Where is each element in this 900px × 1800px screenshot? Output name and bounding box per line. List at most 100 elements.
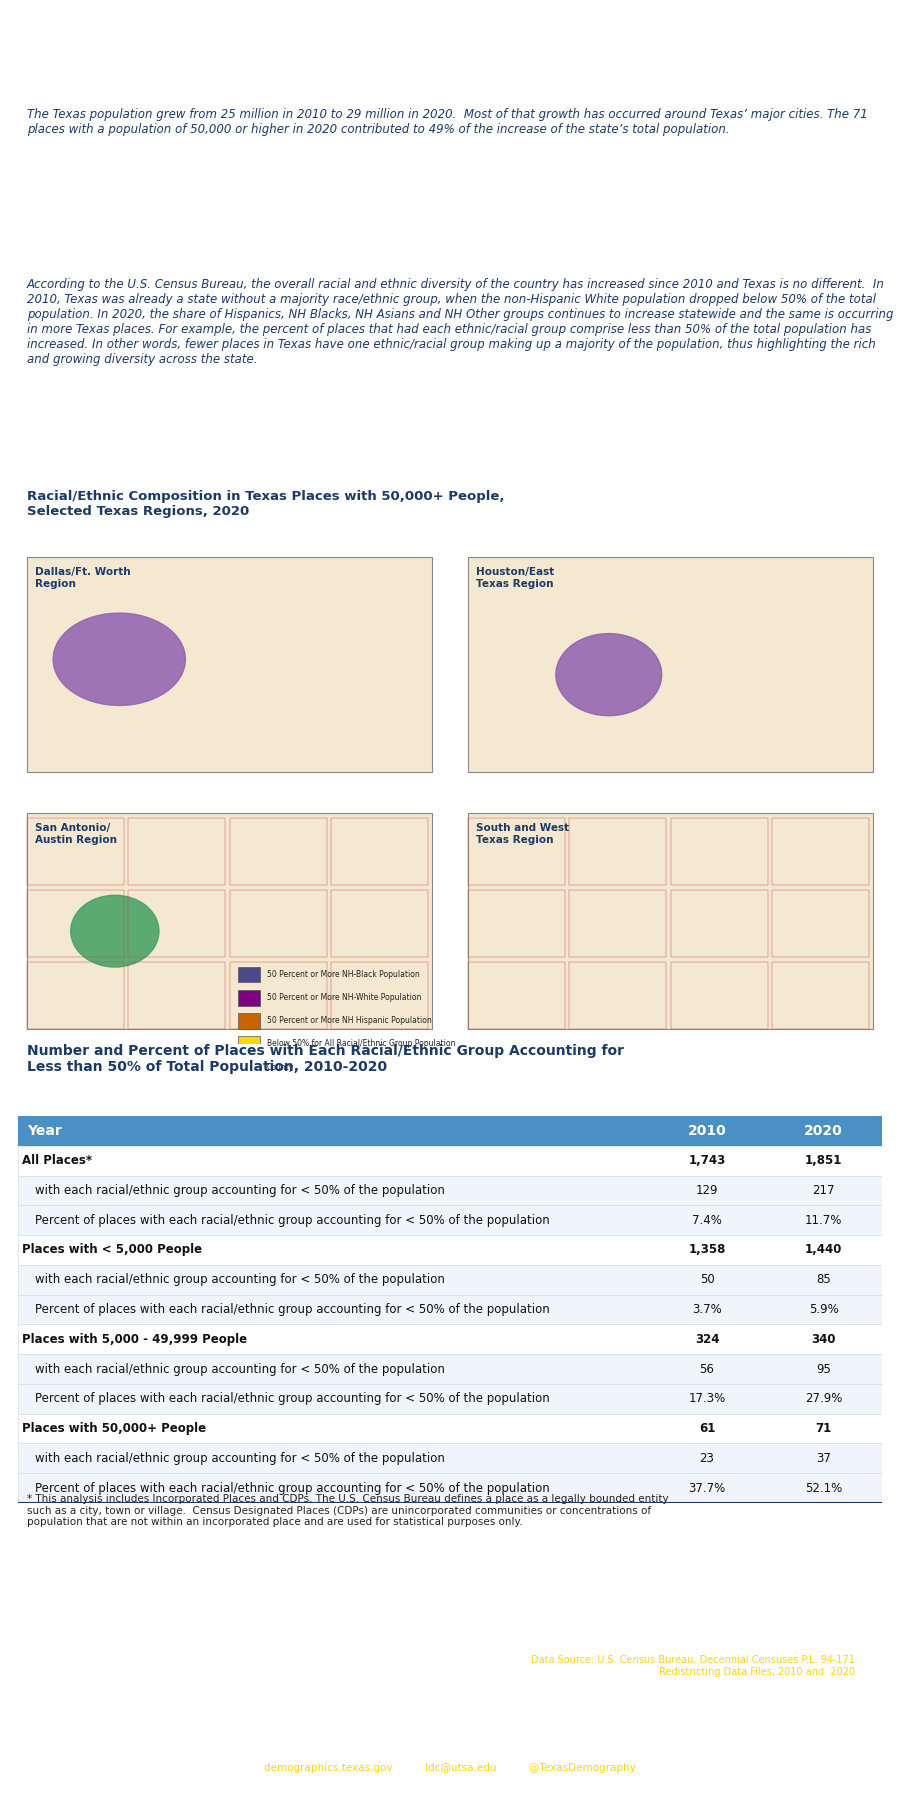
Text: Percent of places with each racial/ethnic group accounting for < 50% of the popu: Percent of places with each racial/ethni… bbox=[35, 1213, 550, 1226]
Bar bbox=[670, 819, 768, 886]
Text: demographics.texas.gov          ldc@utsa.edu          @TexasDemography: demographics.texas.gov ldc@utsa.edu @Tex… bbox=[264, 1764, 636, 1773]
Text: 71: 71 bbox=[815, 1422, 832, 1435]
Bar bbox=[569, 819, 666, 886]
Text: 5.9%: 5.9% bbox=[809, 1303, 839, 1316]
Bar bbox=[18, 1294, 882, 1325]
Ellipse shape bbox=[71, 895, 159, 967]
Text: 85: 85 bbox=[816, 1273, 831, 1287]
Text: 23: 23 bbox=[699, 1453, 715, 1465]
Bar bbox=[238, 967, 260, 983]
Text: 11.7%: 11.7% bbox=[805, 1213, 842, 1226]
Bar bbox=[670, 889, 768, 958]
Bar bbox=[569, 889, 666, 958]
Text: DEMOGRAPHIC CENTER: DEMOGRAPHIC CENTER bbox=[45, 1715, 173, 1726]
Ellipse shape bbox=[556, 634, 662, 716]
Text: All Places*: All Places* bbox=[22, 1154, 93, 1166]
Text: Below 50% for All Racial/Ethnic Group Population: Below 50% for All Racial/Ethnic Group Po… bbox=[266, 1040, 454, 1048]
Text: Places with 50,000+ People: Places with 50,000+ People bbox=[22, 1422, 206, 1435]
Bar bbox=[772, 819, 868, 886]
Text: * This analysis includes Incorporated Places and CDPs. The U.S. Census Bureau de: * This analysis includes Incorporated Pl… bbox=[27, 1494, 669, 1526]
Text: 1,440: 1,440 bbox=[805, 1244, 842, 1256]
Text: Percent of places with each racial/ethnic group accounting for < 50% of the popu: Percent of places with each racial/ethni… bbox=[35, 1481, 550, 1494]
Text: Ethnic and Racial Diversity Continues to Grow: Ethnic and Racial Diversity Continues to… bbox=[162, 65, 738, 86]
Text: 56: 56 bbox=[699, 1363, 715, 1375]
Text: with each racial/ethnic group accounting for < 50% of the population: with each racial/ethnic group accounting… bbox=[35, 1273, 446, 1287]
Bar bbox=[331, 889, 428, 958]
Bar bbox=[27, 961, 123, 1028]
Bar bbox=[772, 889, 868, 958]
Bar bbox=[128, 961, 225, 1028]
Bar bbox=[238, 990, 260, 1006]
Bar bbox=[18, 1265, 882, 1294]
Bar bbox=[18, 1325, 882, 1354]
Bar bbox=[569, 961, 666, 1028]
Bar bbox=[670, 961, 768, 1028]
Bar bbox=[18, 1206, 882, 1235]
Bar bbox=[18, 1472, 882, 1503]
Text: 61: 61 bbox=[699, 1422, 716, 1435]
Text: Percent of places with each racial/ethnic group accounting for < 50% of the popu: Percent of places with each racial/ethni… bbox=[35, 1303, 550, 1316]
Bar bbox=[18, 1235, 882, 1265]
Text: Places with 5,000 - 49,999 People: Places with 5,000 - 49,999 People bbox=[22, 1332, 248, 1346]
Text: South and West
Texas Region: South and West Texas Region bbox=[476, 823, 570, 844]
Bar bbox=[468, 889, 564, 958]
Bar bbox=[18, 1384, 882, 1413]
Bar bbox=[18, 1147, 882, 1175]
Bar bbox=[468, 819, 564, 886]
Bar bbox=[238, 1060, 260, 1075]
Bar bbox=[27, 814, 432, 1028]
Bar bbox=[18, 1354, 882, 1384]
Text: with each racial/ethnic group accounting for < 50% of the population: with each racial/ethnic group accounting… bbox=[35, 1453, 446, 1465]
Bar bbox=[468, 814, 873, 1028]
Bar bbox=[331, 961, 428, 1028]
Bar bbox=[772, 961, 868, 1028]
Text: County: County bbox=[266, 1062, 293, 1071]
Text: 340: 340 bbox=[812, 1332, 836, 1346]
Bar bbox=[128, 889, 225, 958]
Bar bbox=[27, 556, 432, 772]
Text: Number and Percent of Places with Each Racial/Ethnic Group Accounting for
Less t: Number and Percent of Places with Each R… bbox=[27, 1044, 624, 1075]
Bar bbox=[230, 961, 327, 1028]
Text: According to the U.S. Census Bureau, the overall racial and ethnic diversity of : According to the U.S. Census Bureau, the… bbox=[27, 277, 894, 365]
Text: 50: 50 bbox=[699, 1273, 715, 1287]
Bar bbox=[27, 819, 123, 886]
Text: Houston/East
Texas Region: Houston/East Texas Region bbox=[476, 567, 554, 589]
Text: 52.1%: 52.1% bbox=[806, 1481, 842, 1494]
Text: 2020: 2020 bbox=[805, 1123, 843, 1138]
Text: Dallas/Ft. Worth
Region: Dallas/Ft. Worth Region bbox=[35, 567, 131, 589]
Text: 7.4%: 7.4% bbox=[692, 1213, 722, 1226]
Text: San Antonio/
Austin Region: San Antonio/ Austin Region bbox=[35, 823, 118, 844]
Text: 217: 217 bbox=[813, 1184, 835, 1197]
Text: 37.7%: 37.7% bbox=[688, 1481, 725, 1494]
Text: 50 Percent or More NH-Black Population: 50 Percent or More NH-Black Population bbox=[266, 970, 419, 979]
Text: 27.9%: 27.9% bbox=[805, 1393, 842, 1406]
Text: TEXAS: TEXAS bbox=[45, 1656, 116, 1674]
Text: with each racial/ethnic group accounting for < 50% of the population: with each racial/ethnic group accounting… bbox=[35, 1184, 446, 1197]
Text: Racial/Ethnic Composition in Texas Places with 50,000+ People,
Selected Texas Re: Racial/Ethnic Composition in Texas Place… bbox=[27, 490, 505, 518]
Text: Texas Places, 2010-2020: Texas Places, 2010-2020 bbox=[296, 18, 604, 38]
Text: 37: 37 bbox=[816, 1453, 831, 1465]
Ellipse shape bbox=[53, 614, 185, 706]
Text: Places with < 5,000 People: Places with < 5,000 People bbox=[22, 1244, 202, 1256]
Text: 1,358: 1,358 bbox=[688, 1244, 725, 1256]
Bar bbox=[230, 889, 327, 958]
Text: 324: 324 bbox=[695, 1332, 719, 1346]
Text: 50 Percent or More NH Hispanic Population: 50 Percent or More NH Hispanic Populatio… bbox=[266, 1017, 431, 1026]
Bar bbox=[18, 1116, 882, 1147]
Text: 95: 95 bbox=[816, 1363, 831, 1375]
Text: The Texas population grew from 25 million in 2010 to 29 million in 2020.  Most o: The Texas population grew from 25 millio… bbox=[27, 108, 868, 137]
Bar bbox=[128, 819, 225, 886]
Bar bbox=[468, 556, 873, 772]
Text: 2010: 2010 bbox=[688, 1123, 726, 1138]
Bar bbox=[331, 819, 428, 886]
Text: 1,743: 1,743 bbox=[688, 1154, 725, 1166]
Bar bbox=[18, 1444, 882, 1472]
Text: 1,851: 1,851 bbox=[805, 1154, 842, 1166]
Bar bbox=[27, 889, 123, 958]
Bar bbox=[230, 819, 327, 886]
Bar bbox=[18, 1175, 882, 1206]
Text: with each racial/ethnic group accounting for < 50% of the population: with each racial/ethnic group accounting… bbox=[35, 1363, 446, 1375]
Text: 129: 129 bbox=[696, 1184, 718, 1197]
Text: Year: Year bbox=[27, 1123, 61, 1138]
Bar bbox=[238, 1013, 260, 1028]
